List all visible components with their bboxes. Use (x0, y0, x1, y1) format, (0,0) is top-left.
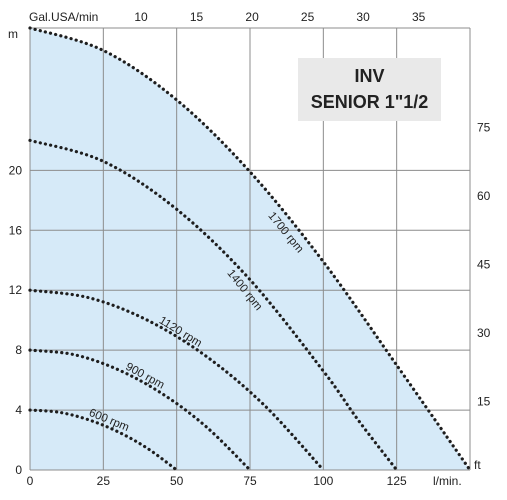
y-axis-right-label: ft (474, 458, 481, 472)
y-right-tick-label: 75 (477, 120, 491, 134)
curve-1700-rpm (28, 26, 472, 472)
x-top-tick-label: 35 (412, 10, 426, 24)
x-top-tick-label: 15 (190, 10, 204, 24)
x-tick-label: 25 (97, 474, 111, 488)
y-tick-label: 0 (15, 463, 22, 477)
y-tick-label: 12 (9, 283, 23, 297)
x-top-tick-label: 20 (245, 10, 259, 24)
x-top-tick-label: 25 (301, 10, 315, 24)
curve-1400-rpm (28, 138, 399, 472)
x-axis-top-label: Gal.USA/min (29, 10, 98, 24)
chart-title-line-1: INV (354, 66, 384, 86)
x-tick-label: 125 (387, 474, 407, 488)
curve-600-rpm (28, 408, 179, 472)
y-tick-label: 20 (9, 163, 23, 177)
x-tick-label: 100 (313, 474, 333, 488)
chart-title-line-2: SENIOR 1"1/2 (311, 92, 429, 112)
curve-1120-rpm (28, 288, 325, 472)
x-tick-label: 0 (27, 474, 34, 488)
curve-900-rpm (28, 348, 252, 472)
y-tick-label: 16 (9, 223, 23, 237)
y-right-tick-label: 15 (477, 394, 491, 408)
x-axis-label: l/min. (433, 474, 462, 488)
x-tick-label: 50 (170, 474, 184, 488)
x-top-tick-label: 30 (356, 10, 370, 24)
y-right-tick-label: 60 (477, 189, 491, 203)
y-right-tick-label: 45 (477, 257, 491, 271)
y-right-tick-label: 30 (477, 326, 491, 340)
chart-title-box: INV SENIOR 1"1/2 (298, 58, 441, 121)
x-top-tick-label: 10 (134, 10, 148, 24)
y-tick-label: 8 (15, 343, 22, 357)
x-tick-label: 75 (243, 474, 257, 488)
y-axis-label: m (8, 27, 18, 41)
y-tick-label: 4 (15, 403, 22, 417)
